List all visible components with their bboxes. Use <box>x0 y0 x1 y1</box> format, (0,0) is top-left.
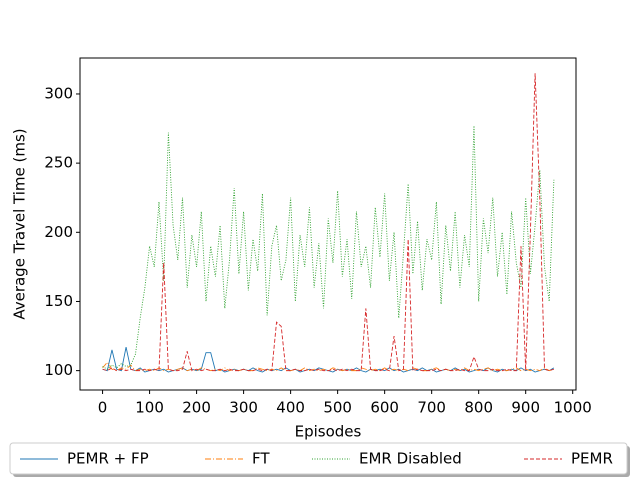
plot-frame <box>79 57 577 391</box>
x-axis-label: Episodes <box>295 423 362 441</box>
y-axis-label: Average Travel Time (ms) <box>11 128 29 319</box>
x-tick-label: 700 <box>417 399 446 417</box>
y-tick-label: 100 <box>44 361 73 379</box>
x-tick-label: 100 <box>135 399 164 417</box>
x-tick-label: 300 <box>229 399 258 417</box>
legend-label: EMR Disabled <box>359 450 462 468</box>
legend-label: FT <box>252 450 270 468</box>
legend-box <box>9 442 628 475</box>
series-line <box>102 73 555 372</box>
legend-label: PEMR <box>571 450 613 468</box>
y-tick-label: 250 <box>44 154 73 172</box>
y-tick-label: 200 <box>44 223 73 241</box>
series-line <box>102 125 555 370</box>
x-tick-label: 200 <box>182 399 211 417</box>
x-tick-label: 900 <box>511 399 540 417</box>
x-tick-label: 800 <box>464 399 493 417</box>
y-tick-label: 150 <box>44 292 73 310</box>
y-tick-label: 300 <box>44 84 73 102</box>
x-tick-label: 600 <box>370 399 399 417</box>
x-tick-label: 400 <box>276 399 305 417</box>
x-tick-label: 0 <box>98 399 108 417</box>
x-tick-label: 500 <box>323 399 352 417</box>
legend-label: PEMR + FP <box>67 450 149 468</box>
x-tick-label: 1000 <box>554 399 592 417</box>
